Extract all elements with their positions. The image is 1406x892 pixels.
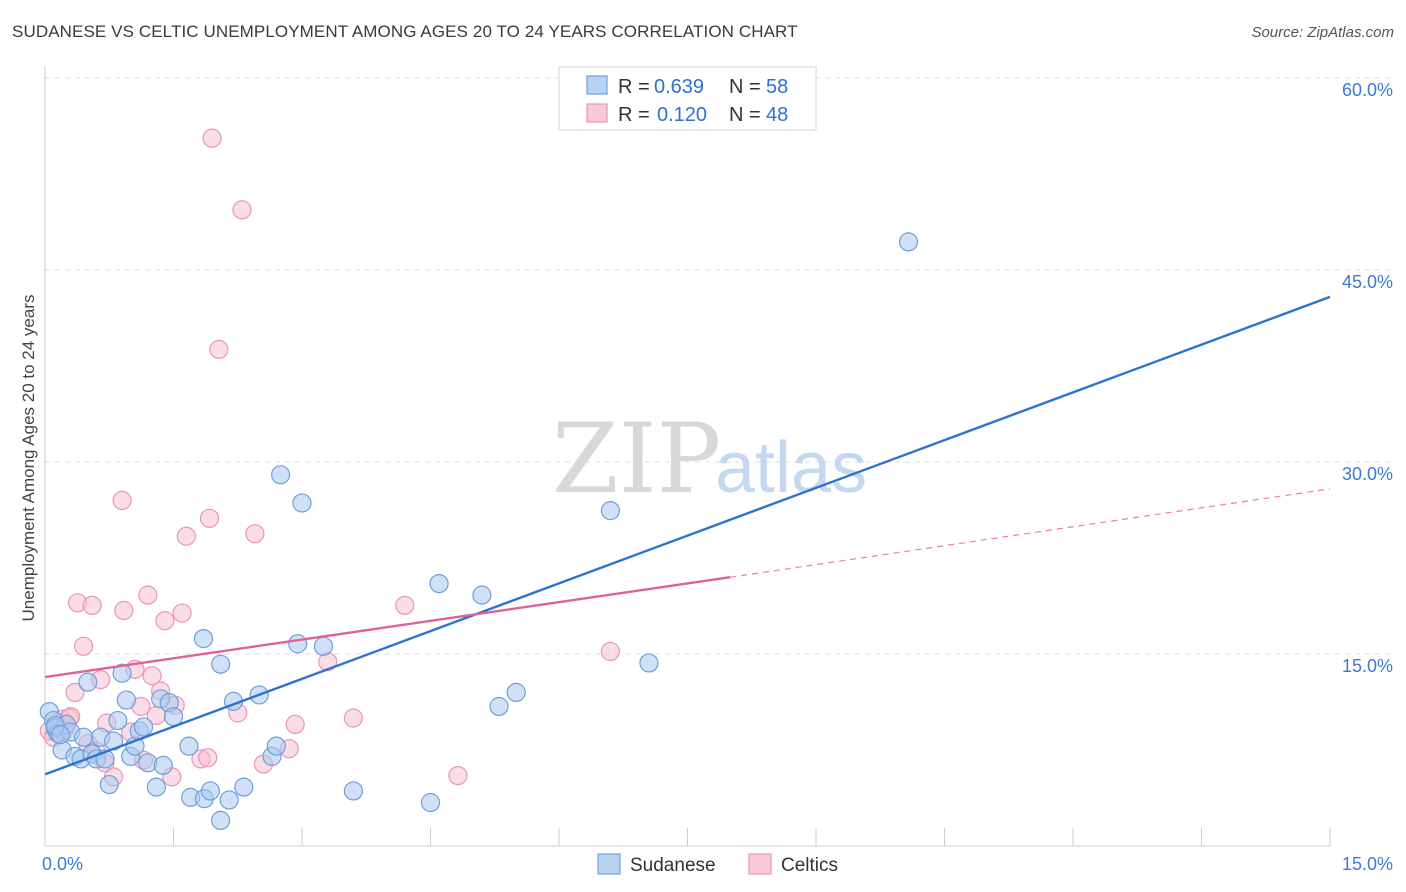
sudanese-point-10 <box>78 672 98 692</box>
sudanese-point-53 <box>639 653 659 673</box>
legend-n-value-sudanese: 58 <box>766 76 788 98</box>
y-tick-labels: 15.0% 30.0% 45.0% 60.0% <box>1342 80 1393 676</box>
sudanese-point-47 <box>420 792 441 813</box>
celtics-point-25 <box>155 611 175 631</box>
sudanese-point-43 <box>288 634 308 654</box>
sudanese-point-51 <box>506 682 526 703</box>
celtics-point-9 <box>82 595 102 615</box>
sudanese-point-38 <box>234 777 254 797</box>
celtics-point-31 <box>198 748 218 768</box>
sudanese-point-48 <box>429 573 449 594</box>
watermark: ZIP atlas <box>552 403 867 515</box>
x-tick-labels: 0.0% 15.0% <box>42 854 1393 874</box>
celtics-point-28 <box>172 603 192 623</box>
legend-r-label-celtics: R = <box>618 104 650 126</box>
chart-source: Source: ZipAtlas.com <box>1251 24 1394 41</box>
celtics-points <box>39 128 621 787</box>
trend-lines <box>44 295 1331 776</box>
bottom-legend-sudanese: Sudanese <box>630 855 716 876</box>
watermark-atlas: atlas <box>715 428 867 508</box>
sudanese-trend-line-0 <box>44 295 1331 776</box>
bottom-legend-celtics: Celtics <box>781 855 838 876</box>
celtics-point-33 <box>202 128 222 148</box>
chart-title: SUDANESE VS CELTIC UNEMPLOYMENT AMONG AG… <box>12 22 798 41</box>
sudanese-point-46 <box>343 781 363 801</box>
celtics-point-43 <box>395 595 415 615</box>
sudanese-point-54 <box>898 232 919 252</box>
sudanese-point-45 <box>313 636 334 656</box>
y-tick-label-0: 15.0% <box>1342 656 1393 676</box>
bottom-legend-swatch-sudanese <box>597 853 621 875</box>
sudanese-point-32 <box>193 629 214 649</box>
sudanese-points <box>39 232 919 831</box>
sudanese-point-19 <box>116 690 136 710</box>
sudanese-point-42 <box>270 465 291 485</box>
sudanese-point-15 <box>99 774 119 795</box>
celtics-trend-line-1 <box>44 576 731 679</box>
x-tick-label-1: 15.0% <box>1342 854 1393 874</box>
sudanese-point-49 <box>472 585 492 605</box>
sudanese-point-17 <box>108 710 128 731</box>
sudanese-point-18 <box>112 663 132 683</box>
sudanese-point-55 <box>211 810 231 831</box>
celtics-point-15 <box>112 490 132 510</box>
sudanese-point-23 <box>133 717 154 737</box>
sudanese-point-52 <box>600 501 621 521</box>
celtics-point-37 <box>245 524 265 544</box>
sudanese-point-9 <box>73 727 94 747</box>
celtics-point-32 <box>199 508 220 528</box>
legend-swatch-sudanese <box>586 75 608 95</box>
sudanese-point-57 <box>50 725 71 745</box>
sudanese-point-30 <box>179 736 199 756</box>
celtics-point-7 <box>73 636 94 656</box>
celtics-point-36 <box>232 200 252 220</box>
bottom-legend: Sudanese Celtics <box>597 853 838 876</box>
y-tick-label-3: 60.0% <box>1342 80 1393 100</box>
celtics-trend-line-2 <box>730 488 1331 578</box>
grid <box>45 77 1392 655</box>
celtics-point-16 <box>114 600 134 621</box>
legend-r-label-sudanese: R = <box>618 76 650 98</box>
sudanese-point-41 <box>266 736 286 756</box>
sudanese-point-36 <box>219 790 239 810</box>
celtics-point-22 <box>142 666 162 686</box>
legend-n-value-celtics: 48 <box>766 104 788 126</box>
sudanese-point-44 <box>292 493 312 513</box>
celtics-point-29 <box>176 526 196 546</box>
sudanese-point-25 <box>146 777 166 797</box>
sudanese-point-35 <box>211 654 231 674</box>
y-tick-label-2: 45.0% <box>1342 272 1393 292</box>
celtics-point-5 <box>65 682 85 703</box>
celtics-point-45 <box>600 641 621 662</box>
legend-r-value-sudanese: 0.639 <box>654 76 704 98</box>
y-tick-label-1: 30.0% <box>1342 464 1393 484</box>
watermark-zip: ZIP <box>552 403 721 515</box>
legend-n-label-sudanese: N = <box>729 76 761 98</box>
sudanese-point-50 <box>489 696 509 717</box>
legend-swatch-celtics <box>586 103 608 123</box>
x-tick-label-0: 0.0% <box>42 854 83 874</box>
celtics-point-42 <box>343 708 363 728</box>
sudanese-point-27 <box>153 755 173 775</box>
legend-r-value-celtics: 0.120 <box>657 104 707 126</box>
bottom-legend-swatch-celtics <box>748 853 772 875</box>
celtics-point-44 <box>448 765 468 786</box>
celtics-point-40 <box>285 714 305 735</box>
y-axis-label: Unemployment Among Ages 20 to 24 years <box>19 295 38 622</box>
sudanese-point-34 <box>200 781 220 801</box>
legend-n-label-celtics: N = <box>729 104 761 126</box>
celtics-point-34 <box>209 339 229 359</box>
legend: R = 0.639 N = 58 R = 0.120 N = 48 <box>558 66 817 131</box>
celtics-point-21 <box>138 585 158 605</box>
